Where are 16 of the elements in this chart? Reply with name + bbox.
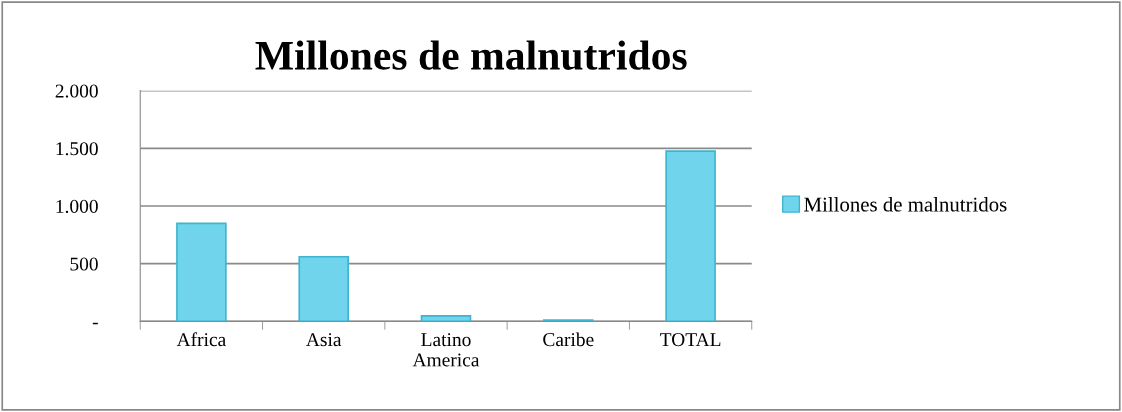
y-tick-label: 1.000 xyxy=(56,199,98,214)
bar xyxy=(665,150,716,322)
y-tick-label: - xyxy=(92,322,98,325)
x-tick-label: Africa xyxy=(176,332,226,347)
bar xyxy=(298,255,349,322)
y-tick-label: 1.500 xyxy=(56,142,98,156)
y-tick-label: 2.000 xyxy=(55,84,98,98)
bar xyxy=(420,315,472,322)
x-tick-label: Asia xyxy=(306,333,342,347)
x-tick-label: TOTAL xyxy=(660,333,721,347)
x-tick-label: Latino America xyxy=(412,333,480,367)
y-tick-label: 500 xyxy=(70,257,98,271)
chart-title: Millones de malnutridos xyxy=(255,40,687,70)
legend-label: Millones de malnutridos xyxy=(804,196,1007,212)
bar xyxy=(176,222,227,322)
x-tick-label: Caribe xyxy=(543,332,594,347)
